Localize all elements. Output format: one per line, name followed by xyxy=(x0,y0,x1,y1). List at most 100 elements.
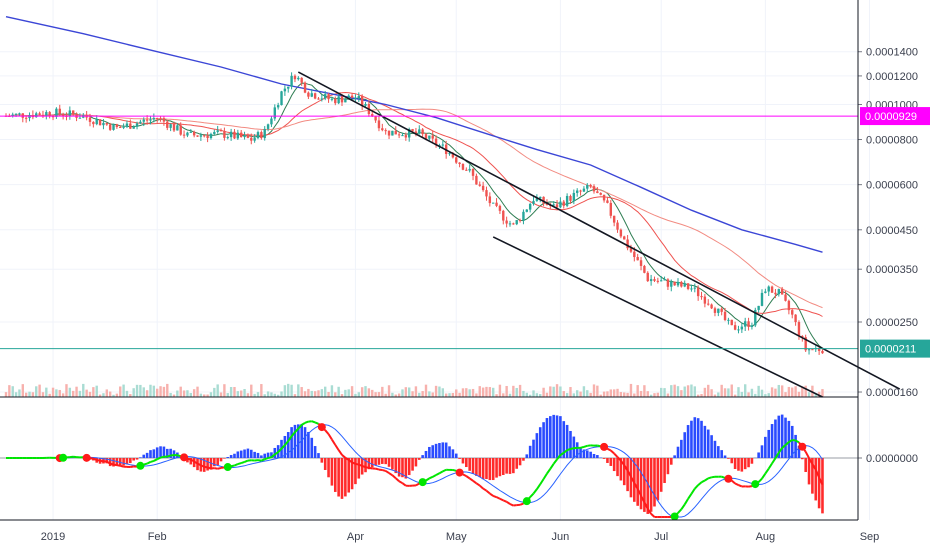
macd-histogram-bar xyxy=(676,446,680,458)
volume-bar xyxy=(502,393,505,397)
macd-line-segment xyxy=(341,454,347,459)
candle-body xyxy=(303,82,307,93)
macd-line-segment xyxy=(109,462,114,466)
price-pane[interactable] xyxy=(0,16,901,398)
candle-body xyxy=(78,117,82,119)
volume-bar xyxy=(122,384,125,397)
macd-histogram-bar xyxy=(216,458,219,466)
volume-bar xyxy=(606,391,609,397)
candle-body xyxy=(125,123,129,127)
macd-line-segment xyxy=(257,459,262,462)
macd-line-segment xyxy=(96,458,101,462)
macd-line-segment xyxy=(738,484,743,488)
volume-bar xyxy=(623,392,626,397)
candle-body xyxy=(592,186,596,192)
volume-bar xyxy=(38,384,41,397)
candle-body xyxy=(317,98,320,100)
volume-bar xyxy=(108,391,112,397)
macd-line-segment xyxy=(784,441,790,446)
candle-body xyxy=(206,135,209,139)
volume-bar xyxy=(670,385,673,397)
volume-bar xyxy=(88,391,92,397)
macd-line-segment xyxy=(764,468,770,475)
volume-bar xyxy=(324,386,327,397)
macd-histogram-bar xyxy=(616,458,619,477)
macd-histogram-bar xyxy=(693,417,697,458)
volume-bar xyxy=(28,391,31,397)
macd-line-segment xyxy=(425,477,430,482)
macd-histogram-bar xyxy=(297,424,300,458)
candle-body xyxy=(737,329,740,331)
macd-histogram-bar xyxy=(387,458,391,467)
candle-body xyxy=(129,123,132,129)
volume-bar xyxy=(633,393,636,397)
candle-body xyxy=(418,129,421,134)
candle-body xyxy=(502,210,505,221)
macd-histogram-bar xyxy=(132,458,135,461)
macd-pane[interactable] xyxy=(0,414,858,521)
candle-body xyxy=(253,138,256,141)
macd-histogram-bar xyxy=(481,458,485,480)
macd-line-segment xyxy=(532,488,538,495)
macd-line-segment xyxy=(462,473,467,478)
volume-bar xyxy=(552,386,555,397)
long-moving-average xyxy=(5,16,823,253)
trend-line[interactable] xyxy=(297,71,901,390)
candle-body xyxy=(730,319,733,326)
macd-line-segment xyxy=(570,447,575,450)
candle-body xyxy=(159,118,162,120)
candle-body xyxy=(455,157,458,163)
macd-histogram-bar xyxy=(313,446,317,458)
volume-bar xyxy=(616,388,619,397)
candle-body xyxy=(801,336,804,338)
volume-bar xyxy=(61,393,65,397)
macd-histogram-bar xyxy=(273,447,277,458)
macd-histogram-bar xyxy=(723,455,727,458)
volume-bar xyxy=(727,388,730,397)
macd-histogram-bar xyxy=(414,458,418,467)
macd-line-segment xyxy=(106,460,111,465)
macd-histogram-bar xyxy=(512,458,515,474)
volume-bar xyxy=(508,393,512,397)
candle-body xyxy=(461,163,465,170)
volume-bar xyxy=(804,385,807,397)
candle-body xyxy=(639,260,643,266)
candle-body xyxy=(696,287,700,297)
volume-bar xyxy=(686,385,690,397)
macd-histogram-bar xyxy=(142,454,146,458)
macd-histogram-bar xyxy=(505,458,508,474)
volume-bar xyxy=(629,383,633,397)
macd-line-segment xyxy=(630,476,636,484)
macd-histogram-bar xyxy=(129,458,132,464)
candle-body xyxy=(233,131,236,139)
volume-bar xyxy=(152,385,156,397)
macd-line-segment xyxy=(395,477,400,482)
macd-line-segment xyxy=(130,465,134,469)
candle-body xyxy=(240,132,243,138)
candle-body xyxy=(263,128,266,139)
volume-bar xyxy=(250,384,253,397)
candle-body xyxy=(744,321,747,327)
macd-histogram-bar xyxy=(498,458,502,477)
macd-histogram-bar xyxy=(249,449,253,458)
candle-body xyxy=(525,209,528,212)
volume-bar xyxy=(11,386,14,397)
macd-histogram-bar xyxy=(804,458,807,472)
candle-body xyxy=(713,308,717,313)
volume-bar xyxy=(287,383,290,397)
candle-body xyxy=(471,168,475,176)
macd-line-segment xyxy=(197,462,202,467)
candle-body xyxy=(313,93,317,99)
trend-line[interactable] xyxy=(492,236,823,398)
volume-bar xyxy=(135,384,139,397)
candle-body xyxy=(330,98,334,100)
volume-bar xyxy=(418,392,421,397)
candle-body xyxy=(273,107,276,119)
candle-body xyxy=(61,113,65,116)
macd-line-segment xyxy=(166,454,171,458)
volume-bar xyxy=(730,384,733,397)
candle-body xyxy=(505,220,508,224)
macd-histogram-bar xyxy=(821,458,824,514)
volume-bar xyxy=(794,386,797,397)
